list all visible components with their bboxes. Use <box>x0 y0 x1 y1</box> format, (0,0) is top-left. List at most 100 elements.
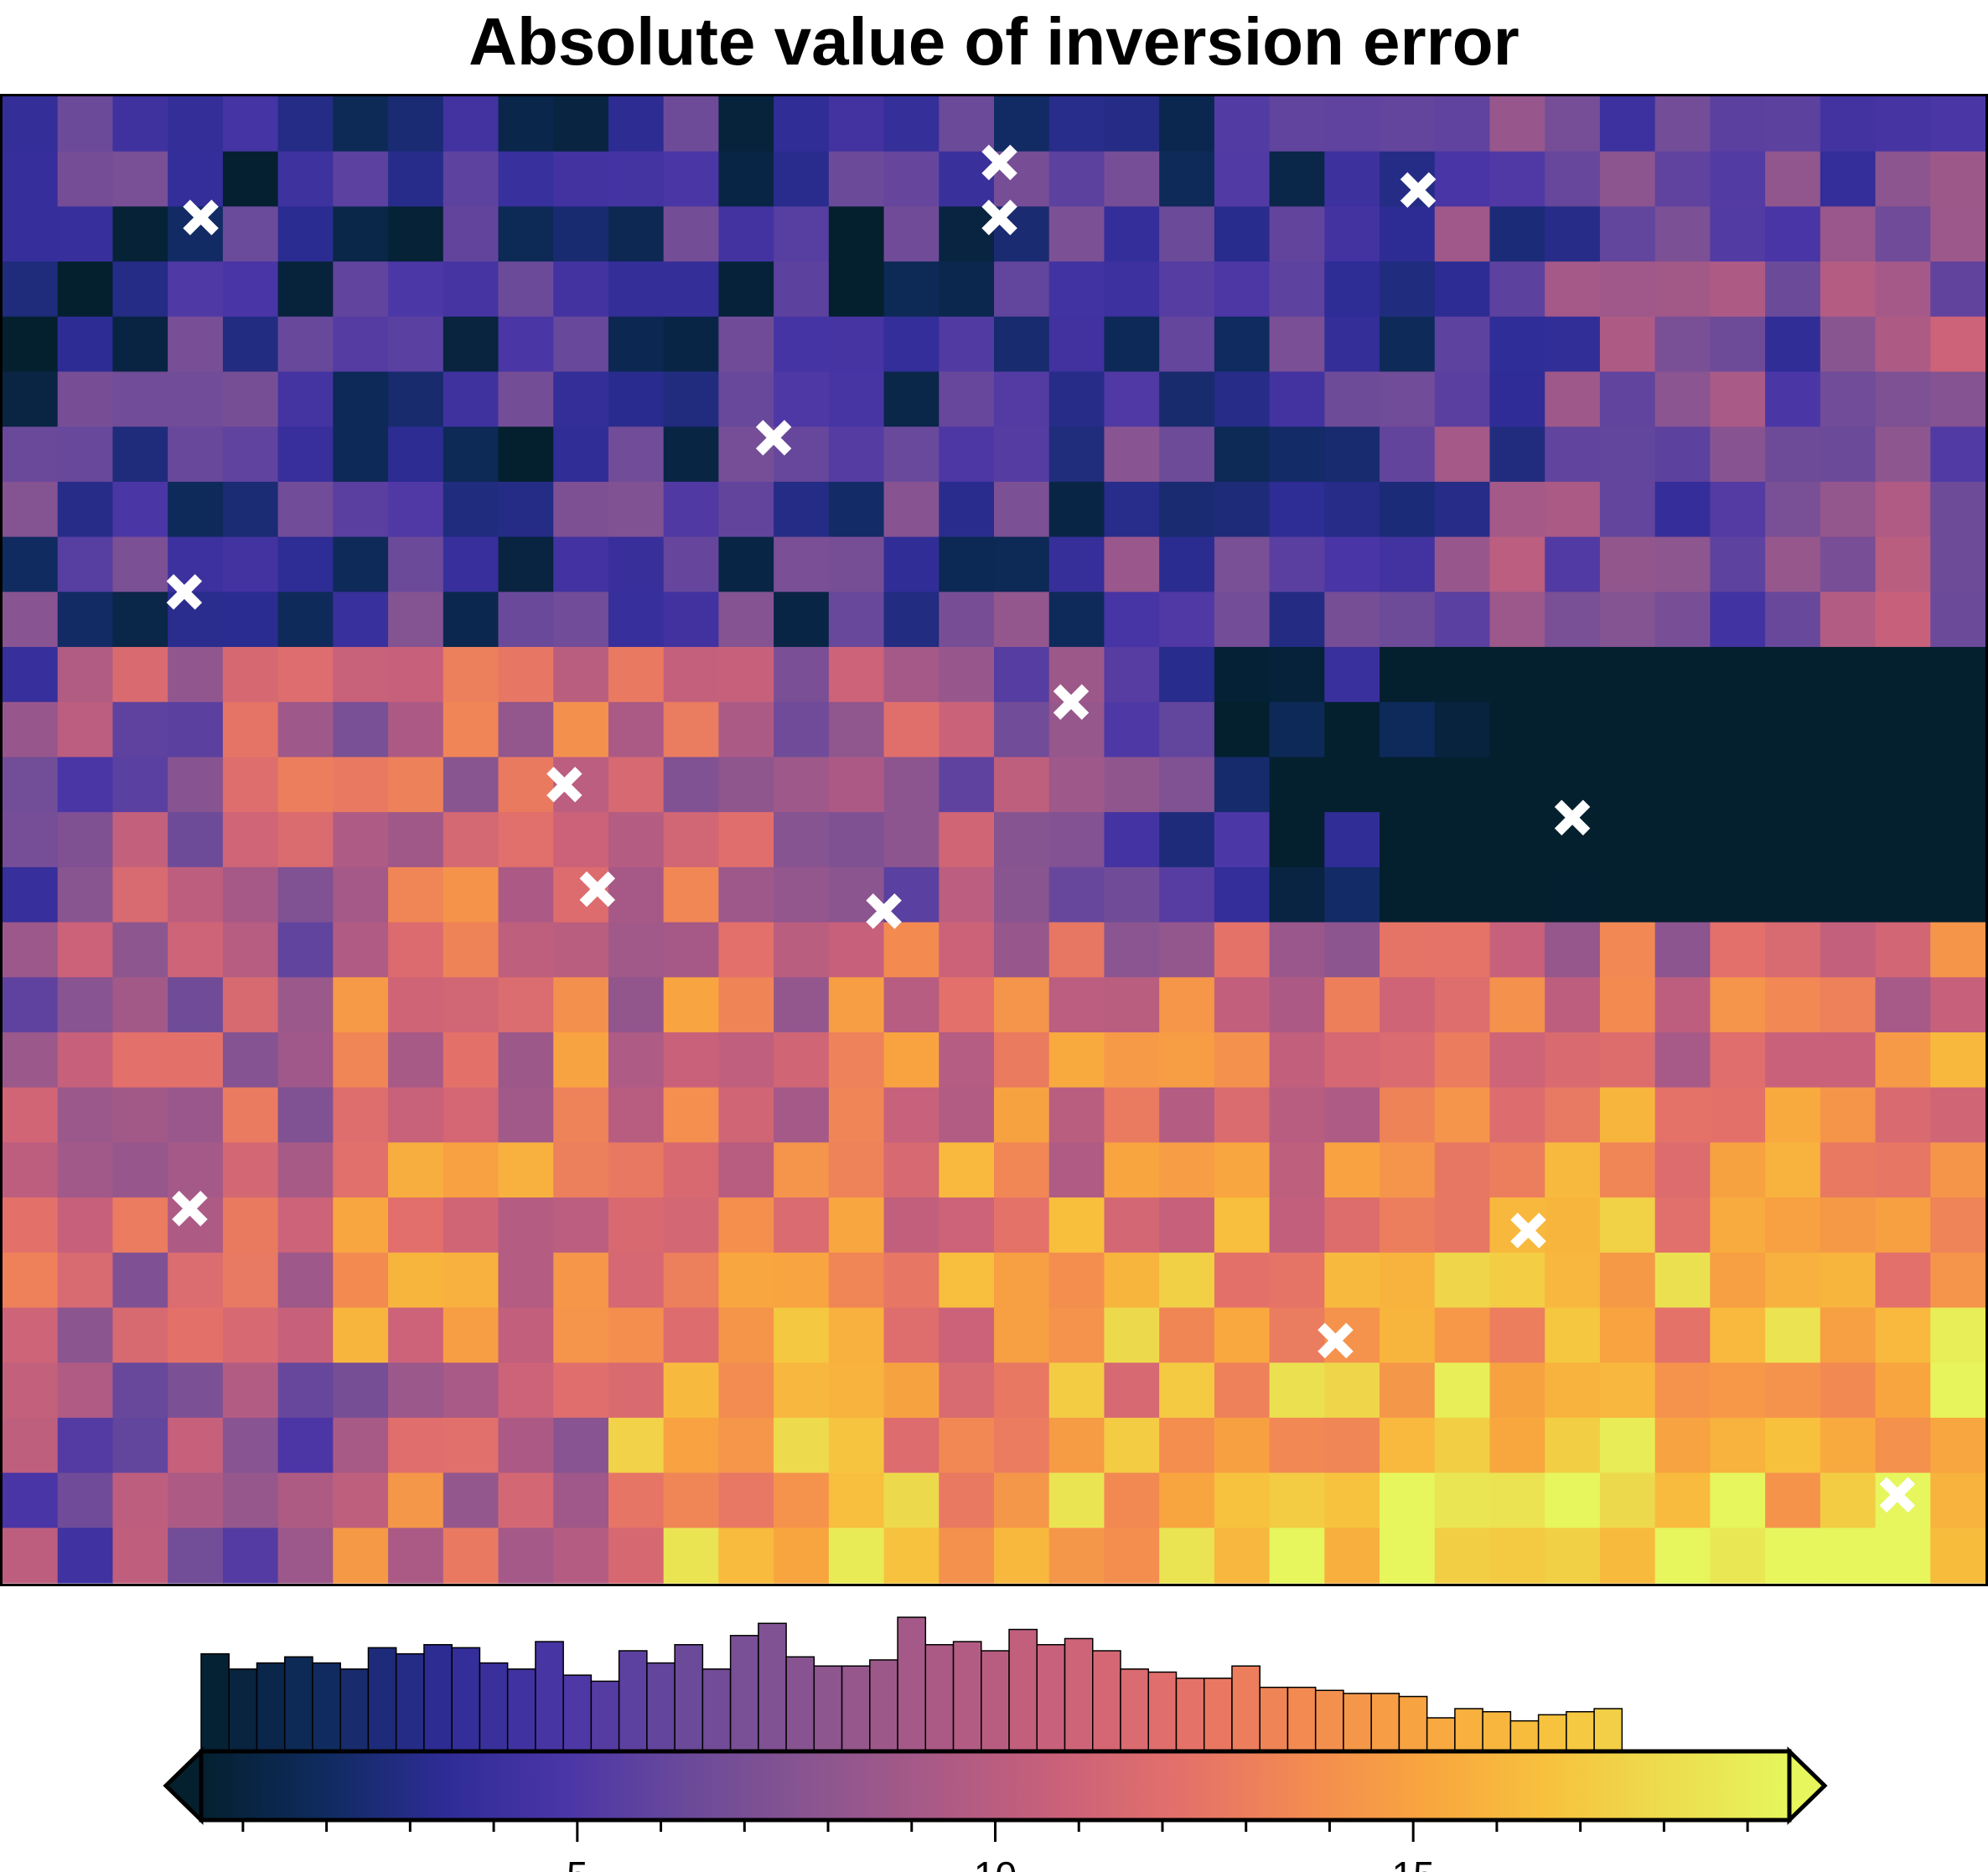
heatmap-cell <box>1380 1307 1436 1363</box>
heatmap-cell <box>939 1032 995 1089</box>
heatmap-cell <box>1710 922 1766 978</box>
heatmap-cell <box>939 1363 995 1419</box>
heatmap-cell <box>1489 151 1545 207</box>
heatmap-cell <box>663 922 719 978</box>
heatmap-cell <box>1545 757 1601 813</box>
heatmap-cell <box>1104 427 1160 483</box>
heatmap-cell <box>498 701 554 758</box>
heatmap-cell <box>388 206 444 262</box>
heatmap-cell <box>3 316 59 373</box>
heatmap-cell <box>498 1197 554 1254</box>
heatmap-cell <box>443 812 500 868</box>
heatmap-cell <box>1545 1417 1601 1474</box>
histogram-bar <box>395 1652 425 1752</box>
heatmap-cell <box>1820 96 1877 153</box>
heatmap-cell <box>222 1363 279 1419</box>
heatmap-cell <box>112 206 168 262</box>
heatmap-cell <box>1545 1363 1601 1419</box>
histogram-bar <box>869 1659 898 1752</box>
heatmap-cell <box>1765 1032 1821 1089</box>
heatmap-cell <box>1654 427 1711 483</box>
heatmap-cell <box>1214 316 1271 373</box>
heatmap-cell <box>112 1087 168 1143</box>
heatmap-cell <box>222 812 279 868</box>
heatmap-cell <box>608 1087 665 1143</box>
heatmap-cell <box>1654 922 1711 978</box>
heatmap-cell <box>1324 481 1380 538</box>
heatmap-cell <box>1269 261 1325 318</box>
heatmap-cell <box>1875 151 1931 207</box>
heatmap-cell <box>277 1197 334 1254</box>
heatmap-cell <box>1654 866 1711 923</box>
heatmap-cell <box>1875 427 1931 483</box>
heatmap-cell <box>1434 866 1491 923</box>
heatmap-cell <box>498 1307 554 1363</box>
heatmap-cell <box>333 481 389 538</box>
heatmap-cell <box>112 1417 168 1474</box>
heatmap-cell <box>57 1528 114 1584</box>
heatmap-cell <box>1654 812 1711 868</box>
heatmap-cell <box>1599 316 1656 373</box>
heatmap-cell <box>1380 1032 1436 1089</box>
heatmap-cell <box>333 1528 389 1584</box>
heatmap-cell <box>112 481 168 538</box>
heatmap-cell <box>939 261 995 318</box>
heatmap-cell <box>1710 647 1766 703</box>
heatmap-cell <box>1104 261 1160 318</box>
heatmap-cell <box>1159 1032 1215 1089</box>
heatmap-cell <box>1710 371 1766 427</box>
heatmap-cell <box>1654 1472 1711 1528</box>
heatmap-cell <box>608 757 665 813</box>
heatmap-cell <box>774 1032 830 1089</box>
heatmap-cell <box>168 1087 224 1143</box>
heatmap-cell <box>277 1417 334 1474</box>
heatmap-cell <box>443 1417 500 1474</box>
heatmap-cell <box>333 757 389 813</box>
heatmap-cell <box>1324 1417 1380 1474</box>
heatmap-cell <box>277 151 334 207</box>
heatmap-cell <box>774 371 830 427</box>
heatmap-cell <box>1048 1363 1105 1419</box>
heatmap-cell <box>1434 592 1491 648</box>
heatmap-cell <box>57 1363 114 1419</box>
heatmap-cell <box>498 1142 554 1198</box>
heatmap-cell <box>1269 977 1325 1033</box>
heatmap <box>3 96 1986 1584</box>
heatmap-cell <box>57 812 114 868</box>
heatmap-cell <box>1434 1087 1491 1143</box>
heatmap-cell <box>1324 1032 1380 1089</box>
heatmap-cell <box>774 922 830 978</box>
heatmap-cell <box>1820 1032 1877 1089</box>
heatmap-cell <box>1545 96 1601 153</box>
heatmap-cell <box>1765 922 1821 978</box>
heatmap-cell <box>663 1252 719 1309</box>
heatmap-cell <box>608 1197 665 1254</box>
heatmap-cell <box>3 1528 59 1584</box>
heatmap-cell <box>1820 812 1877 868</box>
heatmap-cell <box>1765 371 1821 427</box>
heatmap-cell <box>168 866 224 923</box>
heatmap-cell <box>3 592 59 648</box>
heatmap-cell <box>1104 647 1160 703</box>
heatmap-cell <box>1104 1307 1160 1363</box>
heatmap-cell <box>608 1252 665 1309</box>
heatmap-cell <box>553 206 609 262</box>
heatmap-cell <box>388 1252 444 1309</box>
heatmap-cell <box>1324 371 1380 427</box>
heatmap-cell <box>994 647 1050 703</box>
heatmap-cell <box>883 316 940 373</box>
heatmap-cell <box>1875 701 1931 758</box>
heatmap-cell <box>222 1087 279 1143</box>
heatmap-cell <box>883 977 940 1033</box>
heatmap-cell <box>1930 1142 1986 1198</box>
heatmap-cell <box>828 647 885 703</box>
heatmap-cell <box>1380 866 1436 923</box>
heatmap-cell <box>1159 1307 1215 1363</box>
heatmap-cell <box>1710 701 1766 758</box>
heatmap-cell <box>1820 757 1877 813</box>
heatmap-cell <box>718 316 774 373</box>
heatmap-cell <box>1269 922 1325 978</box>
heatmap-cell <box>1875 481 1931 538</box>
heatmap-cell <box>443 1528 500 1584</box>
heatmap-cell <box>3 481 59 538</box>
